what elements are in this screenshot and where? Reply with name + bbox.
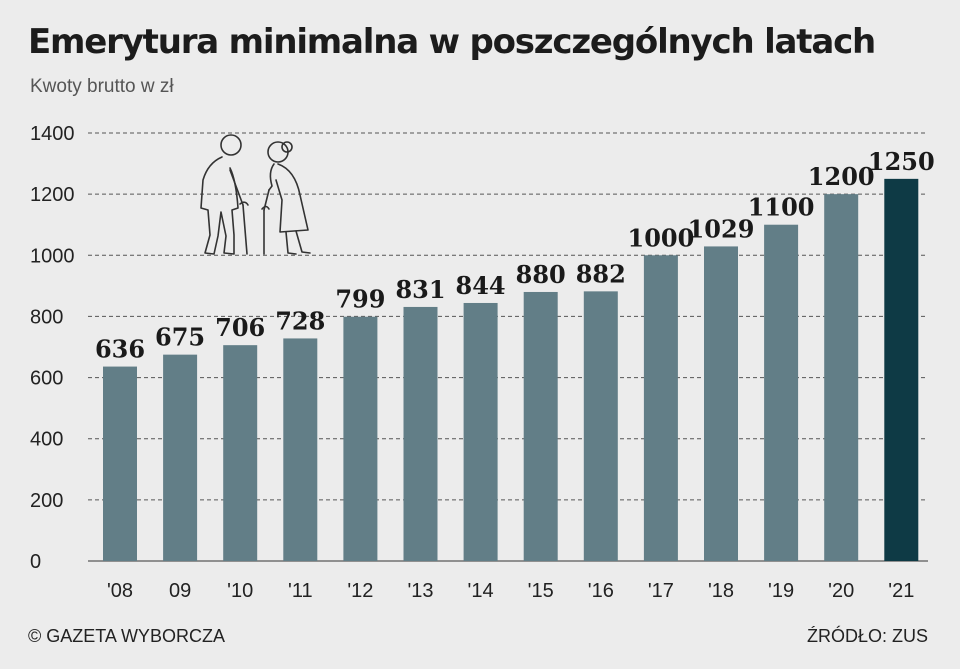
x-axis-ticks: '08 09 '10 '11 '12 '13 '14 '15 '16 '17 '18 '19 '20 '2… xyxy=(107,580,914,602)
y-tick-label: 1200 xyxy=(30,184,75,206)
y-axis-ticks: 0 200 400 600 800 1000 1200 1400 xyxy=(30,123,75,573)
value-label: 728 xyxy=(275,306,325,335)
value-label: 636 xyxy=(95,335,145,364)
copyright-text: © GAZETA WYBORCZA xyxy=(28,626,225,646)
bar xyxy=(583,291,618,561)
bar xyxy=(283,338,318,561)
y-tick-label: 0 xyxy=(30,551,41,573)
value-label: 706 xyxy=(215,313,265,342)
y-tick-label: 400 xyxy=(30,429,63,451)
x-tick-label: '16 xyxy=(588,580,614,602)
x-tick-label: '17 xyxy=(648,580,674,602)
bar xyxy=(704,246,738,562)
value-label: 880 xyxy=(516,260,566,289)
x-tick-label: 09 xyxy=(169,580,191,602)
elderly-couple-icon xyxy=(200,134,311,255)
x-tick-label: '13 xyxy=(407,580,433,602)
y-tick-label: 1400 xyxy=(30,123,75,145)
value-label: 675 xyxy=(155,323,205,352)
x-tick-label: '14 xyxy=(468,580,494,602)
value-label: 1100 xyxy=(748,193,815,222)
x-tick-label: '15 xyxy=(528,580,554,602)
value-label: 799 xyxy=(335,285,385,314)
chart-title: Emerytura minimalna w poszczególnych lat… xyxy=(28,22,876,62)
bar xyxy=(824,194,859,561)
value-label: 882 xyxy=(576,259,626,288)
bar xyxy=(223,345,258,561)
value-label: 1029 xyxy=(688,214,755,243)
bar xyxy=(463,302,498,561)
x-tick-label: '12 xyxy=(347,580,373,602)
value-label: 1200 xyxy=(808,162,875,191)
value-label: 831 xyxy=(395,275,445,304)
x-tick-label: '08 xyxy=(107,580,133,602)
value-label: 844 xyxy=(456,271,506,300)
value-label: 1250 xyxy=(868,147,935,176)
y-tick-label: 200 xyxy=(30,490,63,512)
x-tick-label: '18 xyxy=(708,580,734,602)
x-tick-label: '19 xyxy=(768,580,794,602)
x-tick-label: '21 xyxy=(888,580,914,602)
bar xyxy=(764,224,799,561)
bar xyxy=(643,255,678,562)
source-text: ŹRÓDŁO: ZUS xyxy=(806,626,928,646)
bar xyxy=(103,366,137,561)
bar xyxy=(163,354,198,561)
bar xyxy=(884,178,919,561)
bars xyxy=(103,178,919,562)
bar xyxy=(523,291,558,561)
x-tick-label: '20 xyxy=(828,580,854,602)
x-tick-label: '10 xyxy=(227,580,253,602)
x-tick-label: '11 xyxy=(288,580,313,602)
y-tick-label: 1000 xyxy=(30,245,75,267)
chart-subtitle: Kwoty brutto w zł xyxy=(30,76,174,97)
bar xyxy=(343,316,378,561)
bar xyxy=(403,306,438,561)
y-tick-label: 600 xyxy=(30,368,63,390)
value-label: 1000 xyxy=(628,223,695,252)
y-tick-label: 800 xyxy=(30,306,63,328)
